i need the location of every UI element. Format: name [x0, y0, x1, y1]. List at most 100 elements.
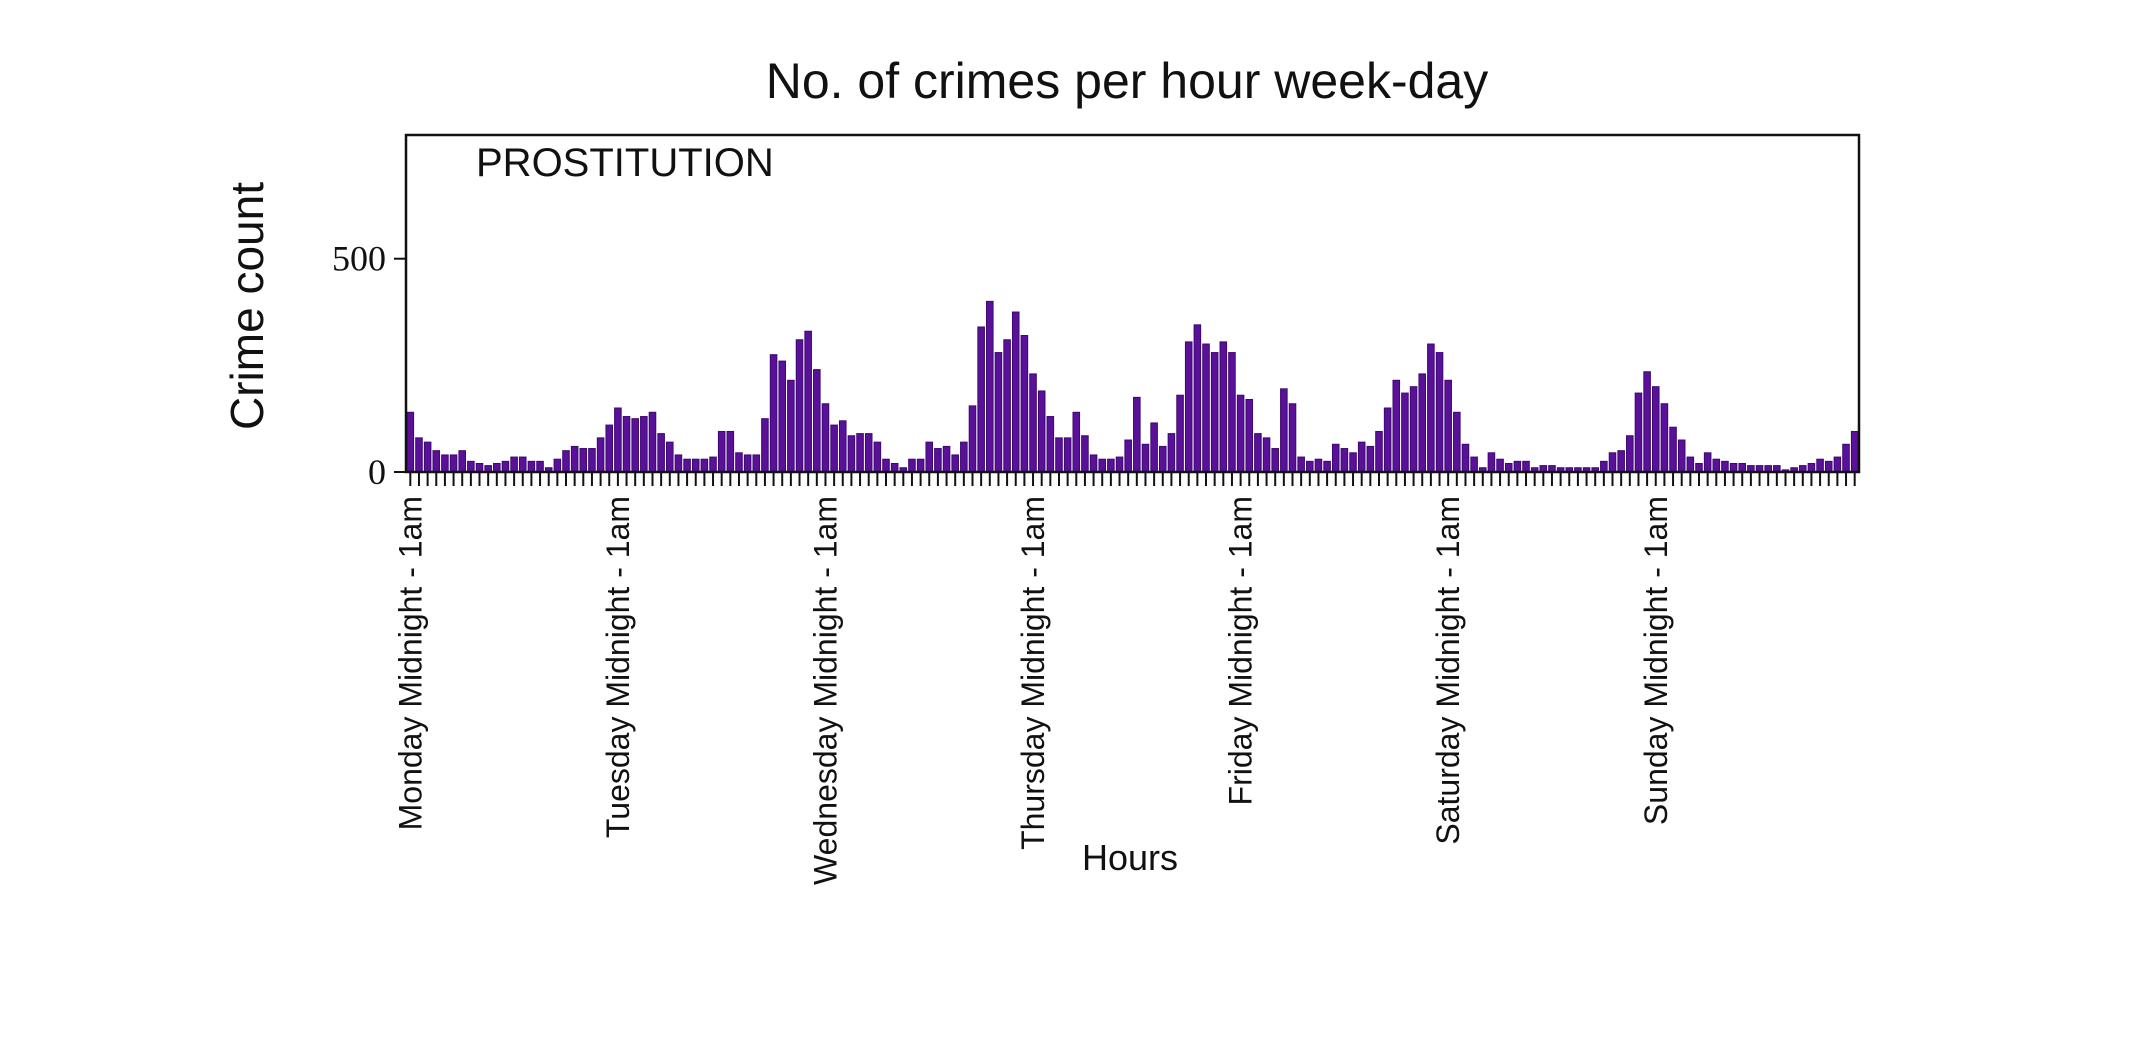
bar — [683, 458, 691, 473]
bar — [1375, 430, 1383, 473]
bar — [1124, 439, 1132, 473]
bar — [666, 441, 674, 473]
bar — [605, 424, 614, 473]
bar — [1634, 392, 1643, 473]
bar — [1089, 454, 1098, 473]
bar — [1011, 311, 1020, 473]
bar — [1184, 341, 1193, 473]
bar — [726, 430, 735, 473]
bar — [1133, 396, 1141, 473]
bar — [1418, 373, 1427, 473]
bar — [1158, 445, 1167, 473]
bar — [1392, 379, 1401, 473]
bar — [1435, 352, 1444, 473]
bar — [1176, 394, 1184, 473]
bar — [406, 411, 415, 473]
bar — [1262, 437, 1271, 473]
bar — [821, 403, 830, 473]
bar — [1055, 437, 1063, 473]
x-tick-marks — [409, 472, 1856, 486]
bar — [1824, 460, 1833, 473]
bar — [648, 411, 657, 473]
category-annotation: PROSTITUTION — [476, 141, 774, 185]
bar — [1504, 462, 1513, 473]
bar — [1487, 452, 1496, 473]
bar — [1098, 458, 1107, 473]
x-tick-labels: Monday Midnight - 1am Tuesday Midnight - … — [392, 496, 1673, 885]
bar — [1254, 433, 1262, 473]
bar — [596, 437, 605, 473]
bar — [882, 458, 890, 473]
bar — [1167, 433, 1176, 473]
bar — [640, 416, 648, 473]
bar — [432, 450, 441, 473]
bar — [1020, 334, 1029, 473]
bar — [1669, 426, 1677, 473]
bar — [562, 450, 570, 473]
bar — [441, 454, 449, 473]
bar — [916, 458, 925, 473]
bar — [1453, 411, 1461, 473]
bar — [467, 460, 475, 473]
bar — [631, 418, 639, 473]
bar — [1150, 422, 1158, 473]
y-axis-ticks: 0 500 — [332, 239, 406, 492]
bar — [1037, 390, 1046, 473]
bar — [986, 300, 994, 473]
bar — [1686, 456, 1695, 473]
bar — [1643, 371, 1651, 473]
bar — [458, 450, 466, 473]
bar — [709, 456, 717, 473]
x-tick-label: Friday Midnight - 1am — [1223, 496, 1259, 805]
bar — [1193, 324, 1202, 473]
bar — [1141, 443, 1150, 473]
bar — [1236, 394, 1245, 473]
bar — [1850, 430, 1859, 473]
bar — [804, 330, 812, 473]
bar — [1729, 462, 1738, 473]
bar — [1228, 352, 1236, 473]
bar — [717, 430, 726, 473]
y-tick-label: 0 — [368, 452, 386, 492]
bar — [579, 448, 588, 473]
bar — [1219, 341, 1228, 473]
bar — [769, 354, 778, 473]
bar — [1366, 445, 1375, 473]
bar — [501, 460, 510, 473]
bar — [1409, 386, 1418, 473]
bar — [527, 460, 536, 473]
bar — [1703, 452, 1712, 473]
bar — [1660, 403, 1669, 473]
bar — [1357, 441, 1366, 473]
bar — [570, 445, 579, 473]
x-tick-label: Sunday Midnight - 1am — [1638, 496, 1674, 825]
bar — [1202, 343, 1210, 473]
bar — [1738, 462, 1747, 473]
bar — [977, 326, 985, 473]
bar — [743, 454, 752, 473]
x-tick-label: Thursday Midnight - 1am — [1015, 496, 1051, 850]
bar — [1651, 386, 1660, 473]
bar — [795, 339, 804, 473]
bar — [908, 458, 916, 473]
bar — [873, 441, 882, 473]
bar — [1626, 435, 1634, 473]
bar — [553, 458, 562, 473]
bar — [787, 379, 795, 473]
bar — [657, 433, 665, 473]
bar — [1271, 448, 1279, 473]
bar — [700, 458, 709, 473]
bar — [622, 416, 631, 473]
bar — [1617, 450, 1625, 473]
bar — [1816, 458, 1824, 473]
bar — [847, 435, 856, 473]
bar — [856, 433, 864, 473]
bar — [1280, 388, 1288, 473]
bars-group — [406, 300, 1859, 473]
bar — [1677, 439, 1686, 473]
bar — [934, 448, 942, 473]
chart-title: No. of crimes per hour week-day — [766, 53, 1489, 109]
bar — [1331, 443, 1340, 473]
x-tick-label: Tuesday Midnight - 1am — [600, 496, 636, 838]
